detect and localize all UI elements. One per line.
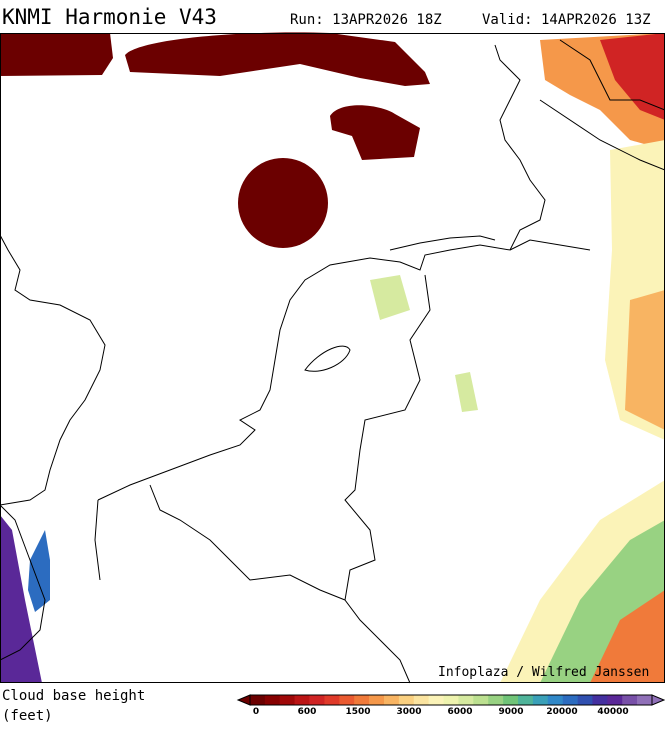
colorbar-swatch <box>488 695 504 705</box>
colorbar-swatch <box>622 695 638 705</box>
cloud-area <box>0 515 42 683</box>
map: Infoplaza / Wilfred Janssen <box>0 32 665 684</box>
title: KNMI Harmonie V43 <box>2 5 217 29</box>
colorbar-swatch <box>413 695 429 705</box>
colorbar-label: 600 <box>298 707 317 717</box>
colorbar-end <box>651 694 665 706</box>
cloud-area <box>455 372 478 412</box>
colorbar-swatch <box>532 695 549 705</box>
colorbar-swatch <box>384 695 400 705</box>
cloud-area <box>125 32 430 86</box>
colorbar-swatch <box>577 695 593 705</box>
colorbar-swatch <box>443 695 459 705</box>
colorbar-swatch <box>562 695 578 705</box>
border <box>94 484 346 601</box>
colorbar-label: 0 <box>253 707 259 717</box>
colorbar-swatch <box>354 695 370 705</box>
legend-unit: (feet) <box>2 708 53 724</box>
coastline <box>0 234 106 506</box>
coastline <box>389 235 496 251</box>
colorbar-swatch <box>503 695 519 705</box>
coastline <box>0 504 46 661</box>
cloud-area <box>330 105 420 160</box>
colorbar-swatch <box>518 695 534 705</box>
colorbar-label: 9000 <box>498 707 523 717</box>
valid-time: Valid: 14APR2026 13Z <box>482 12 651 28</box>
colorbar-swatch <box>458 695 474 705</box>
coastline <box>97 44 546 501</box>
colorbar-label: 1500 <box>345 707 370 717</box>
colorbar-label: 6000 <box>447 707 472 717</box>
cloud-area <box>0 33 113 76</box>
colorbar-label: 40000 <box>597 707 628 717</box>
colorbar-swatch <box>369 695 385 705</box>
coastline <box>509 239 591 251</box>
colorbar-swatch <box>428 695 444 705</box>
colorbar-swatch <box>339 695 355 705</box>
colorbar-label: 3000 <box>396 707 421 717</box>
colorbar-swatch <box>294 695 310 705</box>
colorbar-swatch <box>637 695 653 705</box>
colorbar-end <box>236 694 251 706</box>
cloud-area <box>600 33 665 120</box>
cloud-area <box>590 590 665 683</box>
cloud-area <box>625 290 665 430</box>
colorbar-label: 20000 <box>546 707 577 717</box>
coastline <box>539 39 665 171</box>
map-background <box>0 33 665 683</box>
colorbar-swatch <box>607 695 623 705</box>
colorbar: 0 600 1500 3000 6000 9000 20000 40000 <box>236 694 665 717</box>
cloud-area <box>238 158 328 248</box>
colorbar-swatch <box>279 695 295 705</box>
credit: Infoplaza / Wilfred Janssen <box>438 665 649 680</box>
cloud-area <box>370 275 410 320</box>
coastline <box>304 345 351 372</box>
colorbar-swatch <box>250 695 266 705</box>
colorbar-swatch <box>264 695 281 705</box>
colorbar-swatch <box>398 695 415 705</box>
colorbar-swatch <box>473 695 489 705</box>
colorbar-swatch <box>309 695 325 705</box>
run-time: Run: 13APR2026 18Z <box>290 12 442 28</box>
colorbar-outline <box>249 694 653 706</box>
colorbar-swatch <box>547 695 563 705</box>
border <box>344 274 431 684</box>
colorbar-swatch <box>592 695 608 705</box>
cloud-area <box>28 530 50 612</box>
legend-title: Cloud base height <box>2 688 145 704</box>
colorbar-swatch <box>324 695 340 705</box>
